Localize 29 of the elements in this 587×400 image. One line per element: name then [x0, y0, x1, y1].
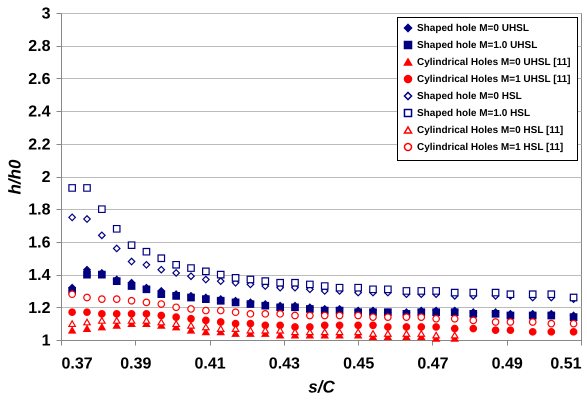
x-tick-label: 0.37: [62, 356, 93, 372]
y-tick-label: 2: [42, 169, 51, 186]
x-tick-label: 0.47: [417, 356, 449, 372]
y-tick-label: 1.8: [28, 202, 51, 219]
legend-label: Cylindrical Holes M=1 HSL [11]: [417, 142, 564, 153]
x-tick-label: 0.41: [194, 356, 226, 372]
x-tick-label: 0.43: [268, 356, 300, 372]
legend-label: Shaped hole M=0 HSL: [417, 91, 522, 102]
y-tick-label: 1.6: [28, 234, 51, 252]
y-tick-label: 1: [42, 332, 51, 350]
legend-label: Shaped hole M=1.0 UHSL: [417, 40, 538, 51]
legend-label: Shaped hole M=1.0 HSL: [417, 108, 530, 119]
y-axis-title: h/h0: [5, 158, 24, 194]
legend-label: Shaped hole M=0 UHSL: [417, 23, 529, 34]
y-tick-label: 2.2: [28, 136, 51, 154]
x-tick-label: 0.49: [492, 356, 523, 372]
y-tick-label: 3: [42, 6, 51, 22]
legend-label: Cylindrical Holes M=1 UHSL [11]: [417, 74, 570, 85]
y-tick-label: 1.4: [28, 267, 51, 284]
x-tick-label: 0.39: [120, 356, 152, 372]
y-tick-label: 2.4: [28, 104, 51, 121]
x-tick-label: 0.51: [550, 356, 582, 372]
x-axis-title: s/C: [308, 378, 336, 396]
x-tick-label: 0.45: [343, 356, 374, 372]
y-tick-label: 1.2: [28, 300, 51, 317]
legend-label: Cylindrical Holes M=0 HSL [11]: [417, 125, 564, 136]
y-tick-label: 2.8: [28, 38, 51, 56]
legend-label: Cylindrical Holes M=0 UHSL [11]: [417, 57, 570, 68]
y-tick-label: 2.6: [28, 70, 51, 88]
